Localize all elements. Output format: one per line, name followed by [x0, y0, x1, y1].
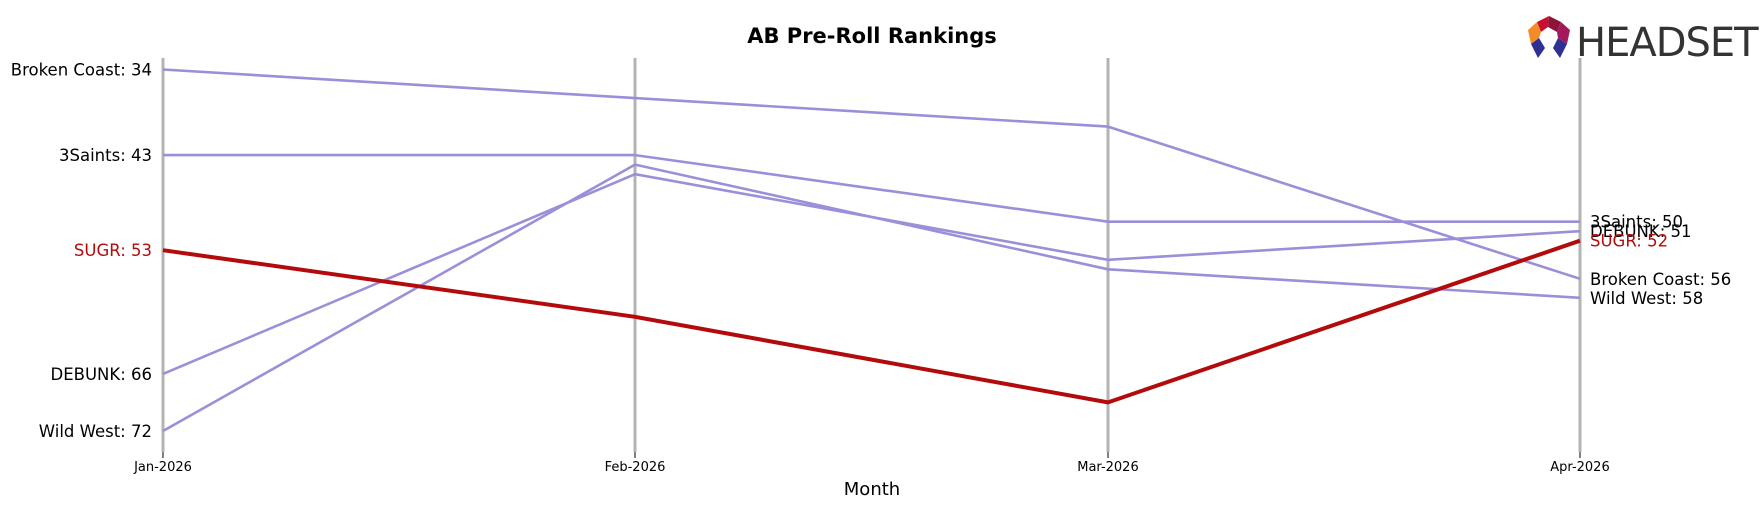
- gridlines: [161, 58, 1582, 458]
- chart-title: AB Pre-Roll Rankings: [747, 24, 997, 48]
- x-tick-labels: Jan-2026 Feb-2026 Mar-2026 Apr-2026: [133, 460, 1610, 475]
- series-line-wild-west: [162, 163, 1581, 433]
- right-label: 3Saints: 50: [1590, 213, 1683, 232]
- right-label: DEBUNK: 51: [1590, 222, 1692, 241]
- x-tick-label: Mar-2026: [1077, 460, 1138, 475]
- right-label: SUGR: 52: [1590, 232, 1668, 251]
- x-tick-label: Feb-2026: [605, 460, 666, 475]
- x-tick-label: Apr-2026: [1550, 460, 1609, 475]
- right-label: Broken Coast: 56: [1590, 270, 1731, 289]
- x-axis-label: Month: [844, 479, 900, 500]
- x-tick-label: Jan-2026: [133, 460, 192, 475]
- headset-logo: HEADSET: [1528, 16, 1760, 66]
- headset-logo-icon: [1528, 16, 1570, 58]
- left-label: Wild West: 72: [39, 422, 152, 441]
- left-label: Broken Coast: 34: [11, 61, 152, 80]
- headset-logo-text: HEADSET: [1576, 20, 1759, 66]
- series-lines: [162, 68, 1581, 433]
- right-label: Wild West: 58: [1590, 289, 1703, 308]
- series-line-broken-coast: [162, 68, 1581, 281]
- left-end-labels: Broken Coast: 34 3Saints: 43 SUGR: 53 DEBUN…: [11, 61, 152, 442]
- left-label: SUGR: 53: [74, 241, 152, 260]
- left-label: DEBUNK: 66: [51, 365, 153, 384]
- series-line-debunk: [162, 172, 1581, 376]
- series-line-sugr: [162, 238, 1581, 405]
- series-line-3saints: [163, 153, 1580, 223]
- left-label: 3Saints: 43: [59, 146, 152, 165]
